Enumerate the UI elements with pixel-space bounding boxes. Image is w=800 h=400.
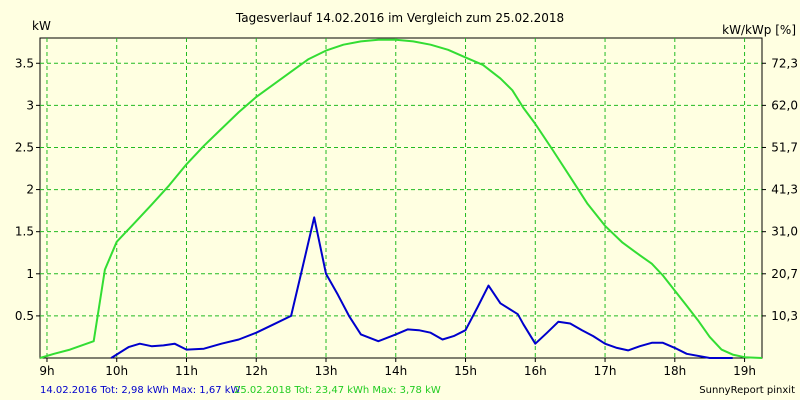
x-tick-label: 9h [39,364,54,378]
chart-title: Tagesverlauf 14.02.2016 im Vergleich zum… [235,11,564,25]
y-tick-label-right: 51,7 [771,140,798,154]
series-lines [39,38,763,359]
y-tick-label-right: 72,3 [771,56,798,70]
series-line-25-02-2018 [39,38,763,359]
x-tick-label: 17h [594,364,617,378]
right-axis-unit: kW/kWp [%] [722,23,796,37]
x-tick-label: 12h [245,364,268,378]
y-tick-label-left: 1 [26,267,34,281]
legend-series-2016: 14.02.2016 Tot: 2,98 kWh Max: 1,67 kW [40,385,241,396]
series-line-14-02-2016 [110,216,733,359]
x-tick-label: 10h [105,364,128,378]
x-tick-label: 16h [524,364,547,378]
y-tick-label-left: 3.5 [15,56,34,70]
x-tick-label: 13h [315,364,338,378]
y-tick-label-left: 1.5 [15,225,34,239]
y-tick-label-right: 41,3 [771,183,798,197]
y-tick-label-left: 3 [26,98,34,112]
x-tick-label: 19h [733,364,756,378]
right-axis-ticks: 10,3 20,7 31,0 41,3 51,7 62,0 72,3 [762,56,798,323]
left-axis-ticks: 0.5 1 1.5 2 2.5 3 3.5 [15,56,40,323]
y-tick-label-right: 20,7 [771,267,798,281]
y-tick-label-right: 62,0 [771,98,798,112]
y-tick-label-right: 31,0 [771,225,798,239]
y-tick-label-left: 2 [26,183,34,197]
y-tick-label-right: 10,3 [771,309,798,323]
left-axis-unit: kW [32,19,51,33]
plot-area [39,37,763,359]
x-tick-label: 18h [663,364,686,378]
x-tick-label: 14h [384,364,407,378]
grid-lines [40,38,762,358]
y-tick-label-left: 0.5 [15,309,34,323]
x-axis-ticks: 9h 10h 11h 12h 13h 14h 15h 16h 17h 18h 19h [39,358,756,378]
x-tick-label: 11h [175,364,198,378]
credit-text: SunnyReport pinxit [699,385,795,396]
x-tick-label: 15h [454,364,477,378]
legend-series-2018: 25.02.2018 Tot: 23,47 kWh Max: 3,78 kW [234,385,441,396]
y-tick-label-left: 2.5 [15,140,34,154]
